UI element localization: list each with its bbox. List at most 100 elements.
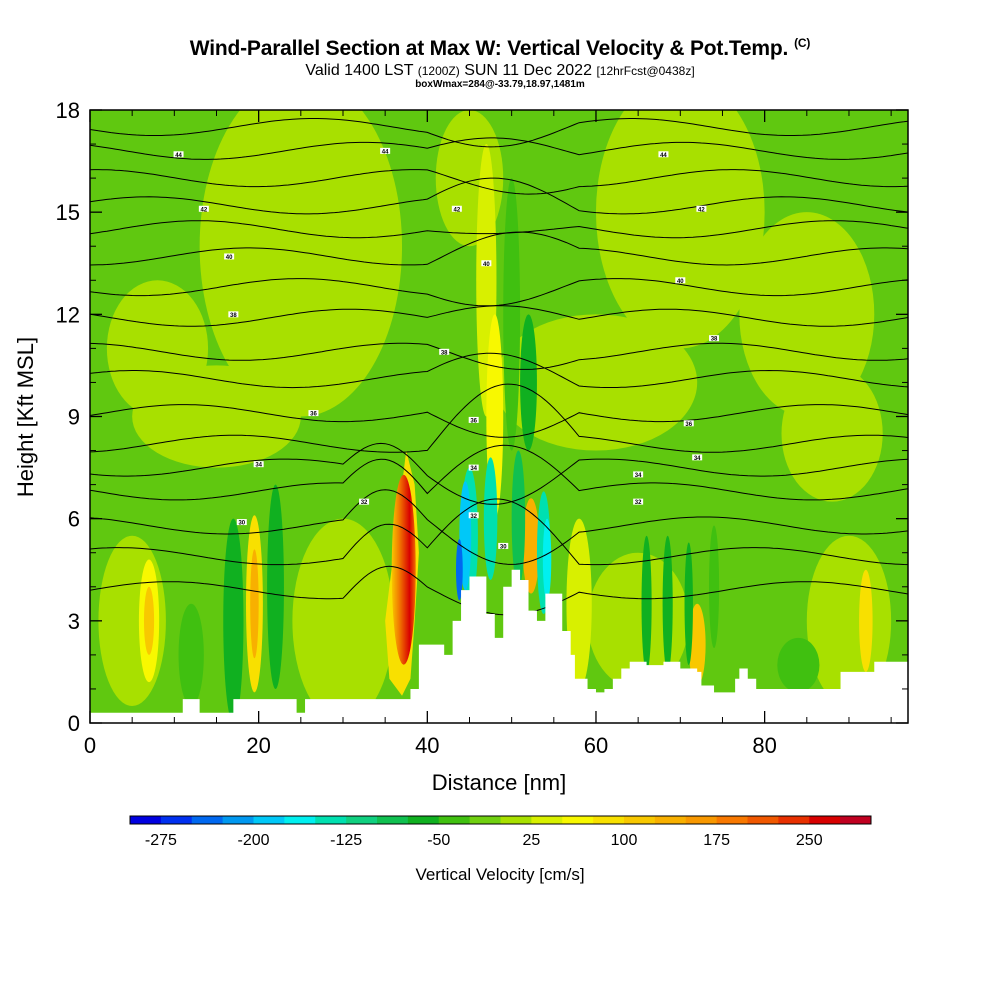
- velocity-region: [781, 365, 883, 502]
- colorbar: [129, 815, 872, 825]
- x-tick-label: 20: [246, 733, 270, 758]
- x-axis-label: Distance [nm]: [432, 770, 567, 795]
- isentrope-line: [90, 220, 908, 239]
- velocity-region: [520, 314, 537, 451]
- velocity-region: [739, 212, 875, 417]
- velocity-region: [503, 178, 521, 451]
- chart-title-text: Wind-Parallel Section at Max W: Vertical…: [189, 37, 789, 60]
- colorbar-swatch: [191, 816, 224, 824]
- isentrope-label-box: [468, 512, 479, 519]
- y-tick-label: 12: [56, 302, 80, 327]
- colorbar-swatch: [624, 816, 656, 824]
- velocity-region: [684, 542, 693, 666]
- isentrope-label-box: [380, 147, 391, 154]
- colorbar-swatch: [438, 816, 471, 824]
- isentrope-label-box: [683, 420, 694, 427]
- colorbar-swatch: [130, 816, 162, 824]
- velocity-region: [455, 539, 463, 601]
- isentrope-label-box: [675, 277, 686, 284]
- valid-date: SUN 11 Dec 2022: [464, 62, 592, 79]
- colorbar-swatch: [253, 816, 285, 824]
- isentrope-label: 30: [238, 521, 245, 527]
- isentrope-label-box: [692, 454, 703, 461]
- isentrope-label-box: [173, 151, 184, 158]
- isentrope-label: 40: [226, 255, 233, 261]
- plot-area: 44 44 44 42 42 42 40 40 40 38 38 38 36 36 36 34 34 34 34 32…: [90, 110, 908, 723]
- colorbar-tick-label: -275: [145, 832, 177, 849]
- y-tick-label: 0: [68, 711, 80, 736]
- isentrope-line: [90, 231, 908, 266]
- colorbar-tick-label: 175: [703, 832, 730, 849]
- colorbar-swatch: [593, 816, 625, 824]
- isentrope-label: 36: [470, 418, 477, 424]
- isentrope-label-box: [658, 151, 669, 158]
- velocity-region: [566, 518, 592, 689]
- valid-time-line: Valid 1400 LST (1200Z) SUN 11 Dec 2022 […: [0, 62, 1000, 80]
- velocity-region: [859, 569, 873, 672]
- terrain-mask: [90, 569, 908, 723]
- isentrope-label-box: [228, 311, 239, 318]
- isentrope-label-box: [308, 410, 319, 417]
- isentrope-label: 42: [453, 207, 460, 213]
- velocity-region: [806, 535, 892, 706]
- velocity-region: [223, 518, 244, 723]
- colorbar-swatch: [222, 816, 254, 824]
- colorbar-tick-label: -200: [237, 832, 269, 849]
- isentrope-label-box: [236, 519, 247, 526]
- isentrope-label-box: [696, 205, 707, 212]
- isentrope-label-box: [498, 542, 509, 549]
- colorbar-swatch: [716, 816, 748, 824]
- isentrope-line: [90, 169, 908, 195]
- colorbar-swatch: [284, 816, 316, 824]
- y-axis-label: Height [Kft MSL]: [13, 337, 38, 497]
- isentrope-line: [90, 498, 908, 566]
- isentrope-label-box: [224, 253, 235, 260]
- isentrope-label-box: [468, 416, 479, 423]
- isentrope-label: 36: [310, 412, 317, 418]
- velocity-region: [522, 498, 540, 594]
- isentrope-label-box: [359, 498, 370, 505]
- isentrope-line: [90, 342, 908, 370]
- isentrope-label: 42: [201, 207, 208, 213]
- isentrope-lines: [90, 118, 908, 616]
- forecast-info: [12hrFcst@0438z]: [596, 64, 695, 78]
- isentrope-label: 34: [255, 463, 262, 469]
- isentrope-label-box: [439, 348, 450, 355]
- valid-utc: (1200Z): [417, 64, 460, 78]
- colorbar-frame: [129, 815, 872, 825]
- isentrope-label-box: [198, 205, 209, 212]
- velocity-region: [542, 518, 552, 601]
- colorbar-tick-label: -50: [427, 832, 450, 849]
- colorbar-swatch: [407, 816, 440, 824]
- isentrope-line: [90, 565, 908, 616]
- x-tick-label: 40: [415, 733, 439, 758]
- isentrope-label: 34: [470, 466, 477, 472]
- velocity-region: [662, 535, 673, 672]
- isentrope-line: [90, 137, 908, 160]
- isentrope-label: 44: [660, 153, 667, 159]
- isentrope-line: [90, 444, 908, 501]
- isentrope-label: 34: [694, 456, 701, 462]
- isentrope-label: 32: [635, 500, 642, 506]
- velocity-region: [178, 603, 204, 706]
- velocity-region: [494, 314, 698, 451]
- colorbar-title: Vertical Velocity [cm/s]: [415, 865, 584, 884]
- colorbar-swatch: [346, 816, 378, 824]
- isentrope-line: [90, 118, 908, 148]
- isentrope-label: 34: [635, 473, 642, 479]
- isentrope-label-box: [709, 335, 720, 342]
- isentrope-line: [90, 278, 908, 307]
- velocity-region: [511, 450, 526, 587]
- x-tick-label: 80: [752, 733, 776, 758]
- isentrope-label-box: [468, 464, 479, 471]
- isentrope-label: 44: [382, 149, 389, 155]
- y-tick-label: 18: [56, 98, 80, 123]
- isentrope-label: 40: [677, 279, 684, 285]
- isentrope-label-box: [451, 205, 462, 212]
- isentrope-line: [90, 177, 908, 215]
- colorbar-swatch: [531, 816, 563, 824]
- isentrope-label-box: [253, 461, 264, 468]
- colorbar-swatch: [747, 816, 779, 824]
